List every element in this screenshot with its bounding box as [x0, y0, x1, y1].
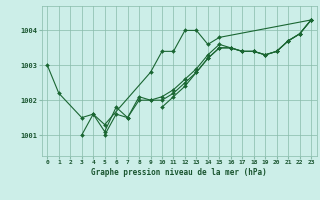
- X-axis label: Graphe pression niveau de la mer (hPa): Graphe pression niveau de la mer (hPa): [91, 168, 267, 177]
